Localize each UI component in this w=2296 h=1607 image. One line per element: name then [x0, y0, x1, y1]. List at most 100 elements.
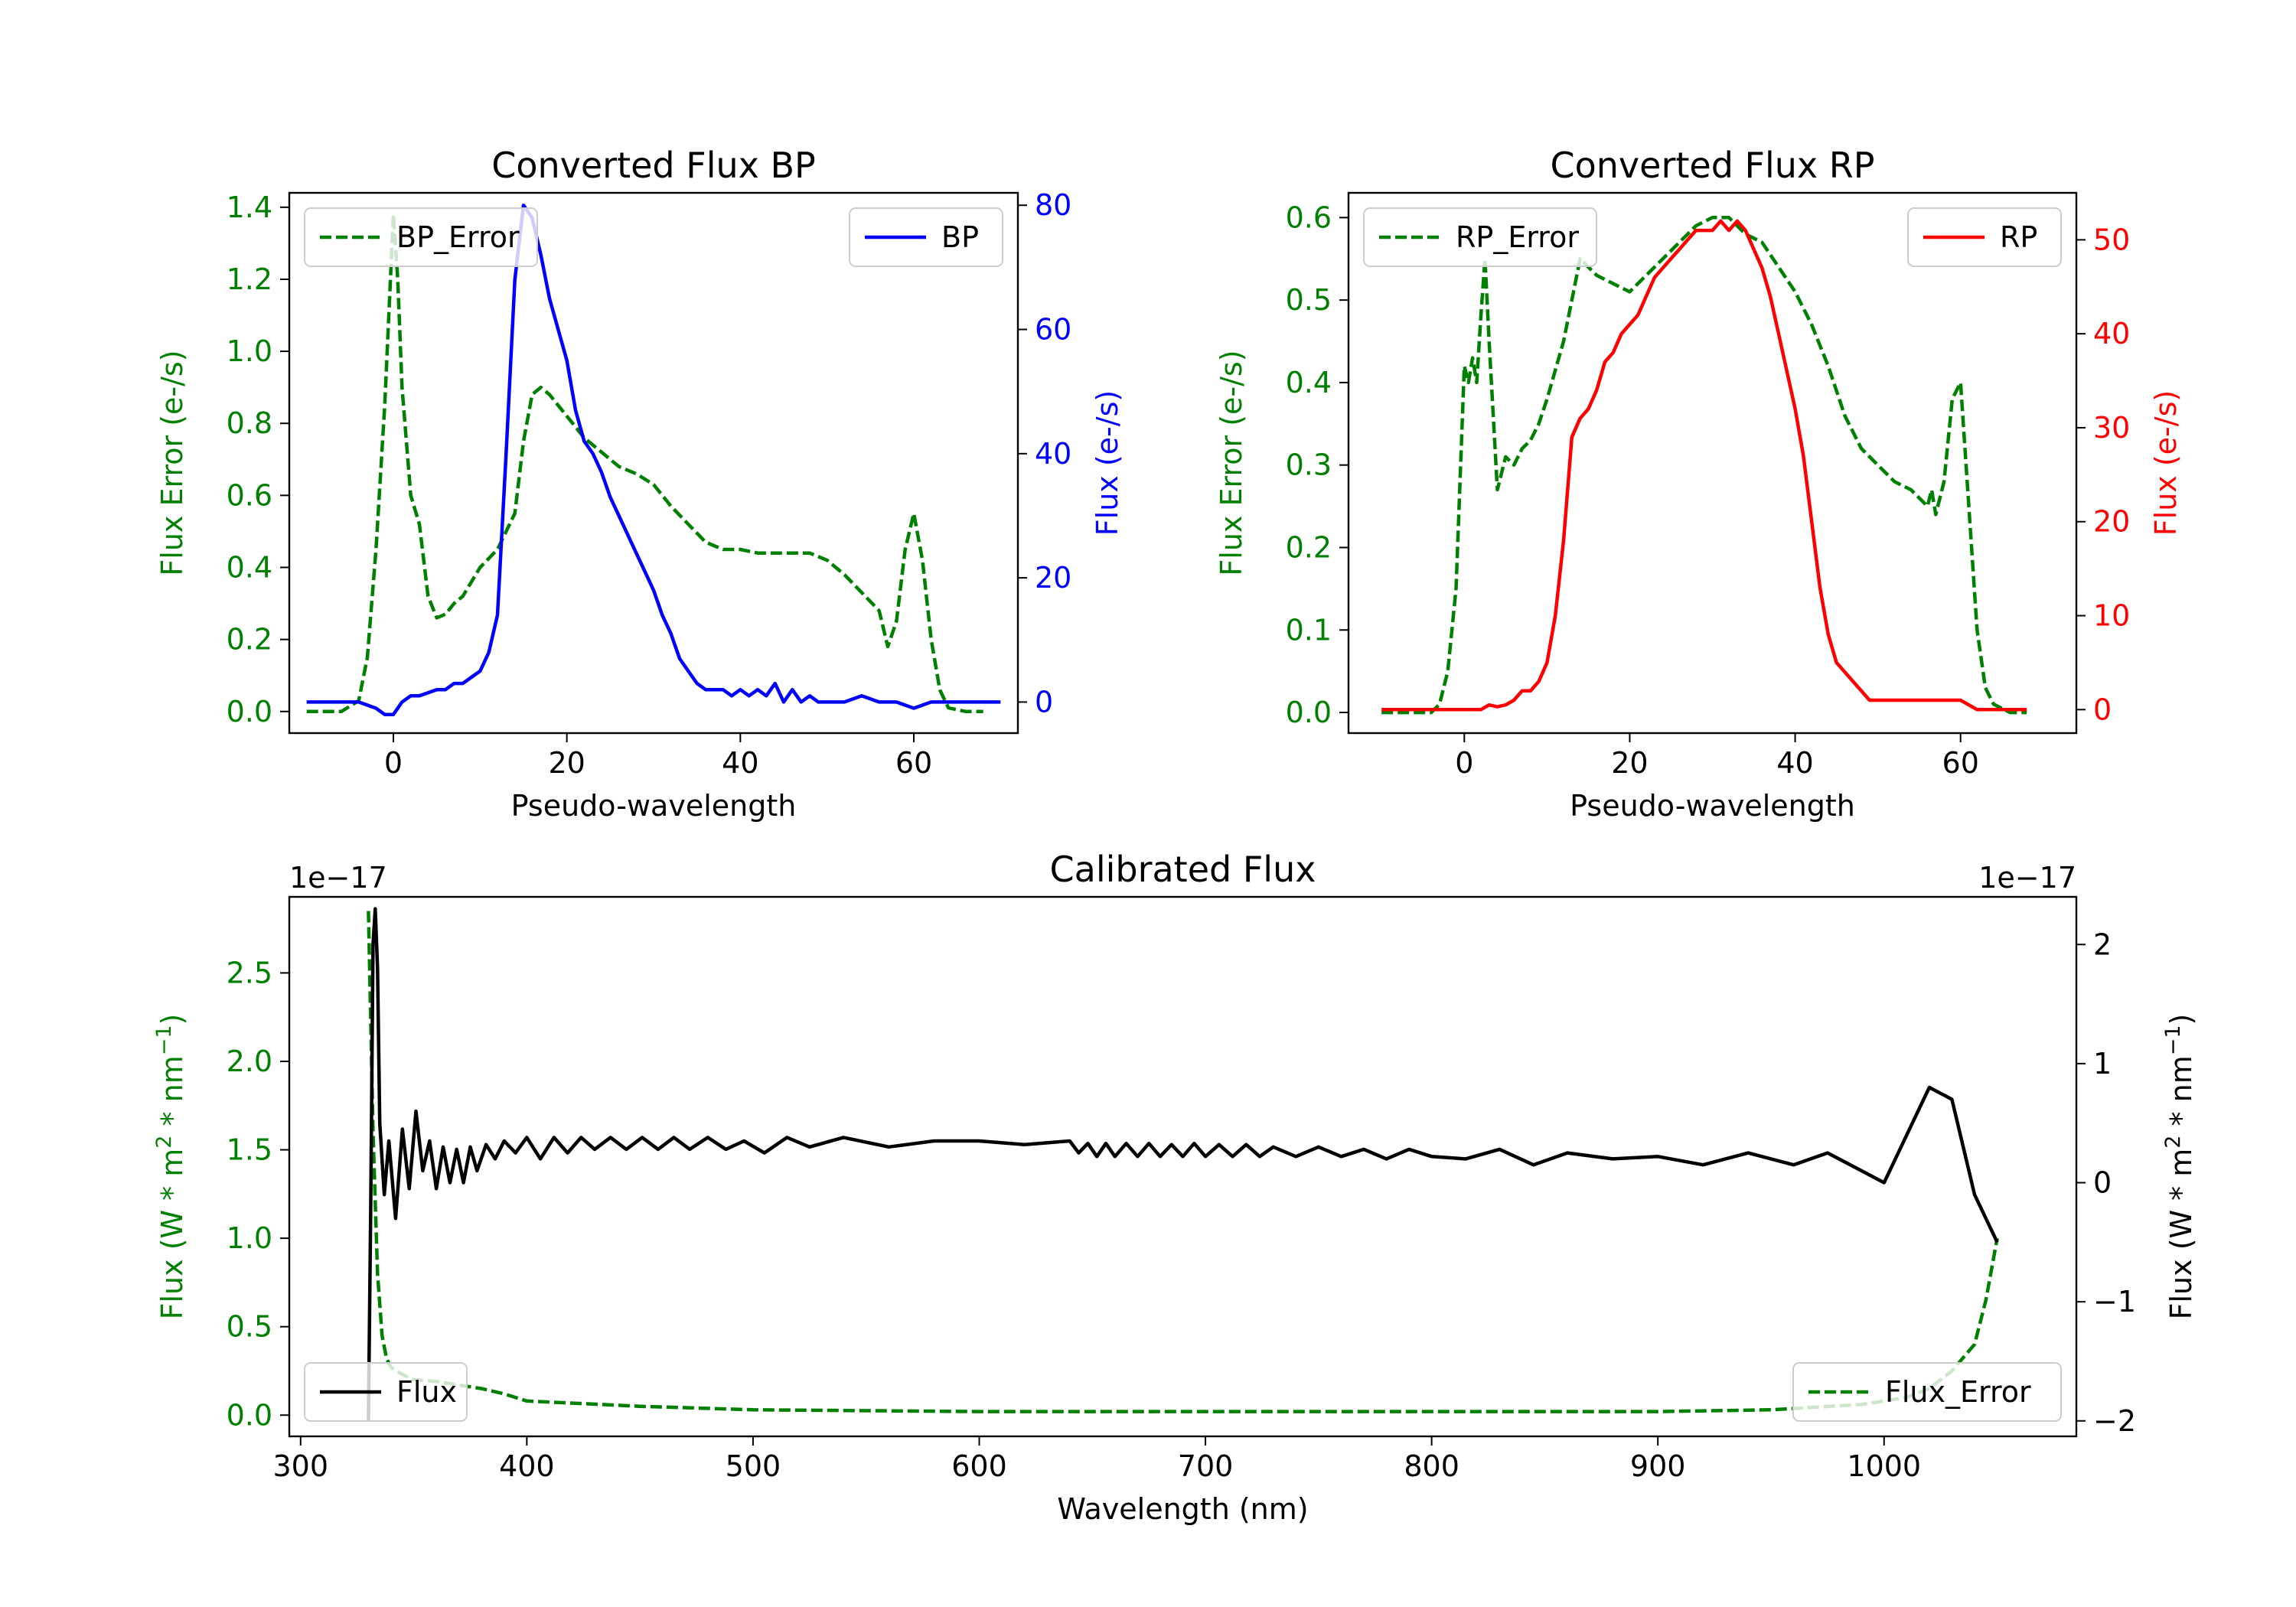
chart-title: Converted Flux RP	[1551, 145, 1875, 186]
y-right-tick-label: 30	[2093, 411, 2130, 445]
x-tick-label: 20	[1611, 746, 1648, 780]
y-right-tick-label: 40	[2093, 317, 2130, 350]
x-tick-label: 60	[1942, 746, 1979, 780]
chart-rp: 0 20 40 60 0.0 0.1 0.2 0.3 0.4 0.5 0.6 0 10 20 30 40 50 C…	[1215, 145, 2183, 823]
series-flux_error-line	[367, 911, 1999, 1413]
x-tick-label: 500	[726, 1449, 781, 1483]
legend-box	[1363, 207, 1597, 267]
chart-cal: 300 400 500 600 700 800 900 1000 0.0 0.5 1.0 1.5 2.0…	[152, 849, 2199, 1526]
legend-label: RP_Error	[1456, 220, 1579, 254]
chart-title: Converted Flux BP	[491, 145, 816, 186]
y-right-tick-label: 0	[2093, 1166, 2112, 1200]
chart-title: Calibrated Flux	[1050, 849, 1316, 890]
y-right-tick-label: 2	[2093, 927, 2112, 961]
x-tick-label: 40	[1776, 746, 1813, 780]
y-right-axis-label: Flux (W * m2 * nm−1)	[2161, 1014, 2199, 1320]
y-left-tick-label: 0.0	[1286, 696, 1332, 729]
y-label-part: )	[2164, 1014, 2198, 1025]
series-flux-line	[367, 907, 1999, 1421]
x-axis-label: Wavelength (nm)	[1057, 1492, 1308, 1526]
y-left-tick-label: 0.2	[1286, 530, 1332, 564]
y-left-tick-label: 1.4	[227, 191, 272, 224]
x-tick-label: 0	[384, 746, 403, 780]
y-left-tick-label: 0.5	[227, 1310, 272, 1344]
y-left-tick-label: 2.0	[227, 1045, 272, 1078]
series-bp-line	[306, 203, 1001, 716]
legend-label: BP	[941, 220, 979, 254]
y-label-part: Flux (W * m	[2164, 1149, 2198, 1320]
y-label-superscript: −1	[2161, 1025, 2185, 1055]
y-left-tick-label: 1.0	[227, 1221, 272, 1255]
y-label-superscript: −1	[152, 1025, 176, 1055]
legend-label: Flux	[396, 1375, 457, 1409]
legend-right: BP	[849, 207, 1003, 267]
plot-frame	[288, 895, 2078, 1438]
y-label-part: )	[155, 1014, 189, 1025]
chart-bp: 0 20 40 60 0.0 0.2 0.4 0.6 0.8 1.0 1.2 1.4 0 20 40 60 80…	[155, 145, 1124, 823]
x-tick-label: 40	[722, 746, 758, 780]
y-right-tick-label: 40	[1035, 437, 1071, 471]
x-axis-label: Pseudo-wavelength	[511, 789, 797, 823]
legend-right: RP	[1907, 207, 2062, 267]
y-left-tick-label: 0.6	[227, 478, 272, 512]
y-right-tick-label: 10	[2093, 599, 2130, 633]
legend-left: BP_Error	[304, 207, 538, 267]
y-left-tick-label: 0.1	[1286, 613, 1332, 647]
y-right-tick-label: 0	[1035, 685, 1053, 719]
y-right-tick-label: 20	[2093, 505, 2130, 539]
y-label-part: Flux (W * m	[155, 1149, 189, 1320]
y-left-tick-label: 0.6	[1286, 200, 1332, 234]
y-label-part: * nm	[2164, 1055, 2198, 1135]
y-left-tick-label: 0.4	[1286, 366, 1332, 399]
y-left-tick-label: 1.2	[227, 262, 272, 296]
y-label-superscript: 2	[152, 1136, 176, 1149]
y-right-axis-label: Flux (e-/s)	[2149, 390, 2183, 536]
y-left-tick-label: 1.0	[227, 334, 272, 368]
legend-box	[304, 1362, 468, 1422]
y-right-tick-label: 0	[2093, 693, 2112, 726]
legend-left: Flux	[304, 1362, 468, 1422]
series-bp_error-line	[306, 212, 983, 714]
y-label-part: * nm	[155, 1055, 189, 1135]
y-left-tick-label: 0.0	[227, 1398, 272, 1432]
y-right-tick-label: 20	[1035, 561, 1071, 595]
x-tick-label: 0	[1455, 746, 1473, 780]
y-left-tick-label: 0.2	[227, 623, 272, 657]
y-left-tick-label: 1.5	[227, 1133, 272, 1167]
y-left-offset-label: 1e−17	[289, 861, 387, 895]
legend-label: RP	[2000, 220, 2037, 254]
y-right-tick-label: −2	[2093, 1404, 2136, 1438]
legend-label: BP_Error	[396, 220, 520, 254]
y-right-tick-label: 60	[1035, 313, 1071, 347]
series-rp_error-line	[1381, 216, 2027, 715]
y-left-tick-label: 2.5	[227, 956, 272, 989]
y-right-offset-label: 1e−17	[1978, 861, 2076, 895]
y-left-axis-label: Flux (W * m2 * nm−1)	[152, 1014, 190, 1320]
y-right-tick-label: 80	[1035, 188, 1071, 222]
y-left-axis-label: Flux Error (e-/s)	[155, 350, 189, 575]
y-left-tick-label: 0.0	[227, 695, 272, 729]
x-tick-label: 900	[1630, 1449, 1686, 1483]
y-left-tick-label: 0.3	[1286, 448, 1332, 482]
legend-label: Flux_Error	[1885, 1375, 2031, 1409]
legend-left: RP_Error	[1363, 207, 1597, 267]
plot-frame	[288, 191, 1019, 735]
x-tick-label: 300	[273, 1449, 329, 1483]
y-right-tick-label: 50	[2093, 223, 2130, 256]
x-tick-label: 60	[895, 746, 932, 780]
x-tick-label: 20	[548, 746, 585, 780]
plot-frame	[1347, 191, 2078, 735]
x-axis-label: Pseudo-wavelength	[1570, 789, 1855, 823]
y-left-axis-label: Flux Error (e-/s)	[1215, 350, 1248, 575]
y-left-tick-label: 0.5	[1286, 283, 1332, 317]
x-tick-label: 600	[951, 1449, 1007, 1483]
legend-box	[1792, 1362, 2062, 1422]
y-right-tick-label: −1	[2093, 1285, 2136, 1319]
x-tick-label: 400	[499, 1449, 555, 1483]
y-right-tick-label: 1	[2093, 1047, 2112, 1081]
y-label-superscript: 2	[2161, 1136, 2185, 1149]
x-tick-label: 800	[1404, 1449, 1459, 1483]
x-tick-label: 700	[1178, 1449, 1234, 1483]
series-rp-line	[1381, 219, 2027, 712]
